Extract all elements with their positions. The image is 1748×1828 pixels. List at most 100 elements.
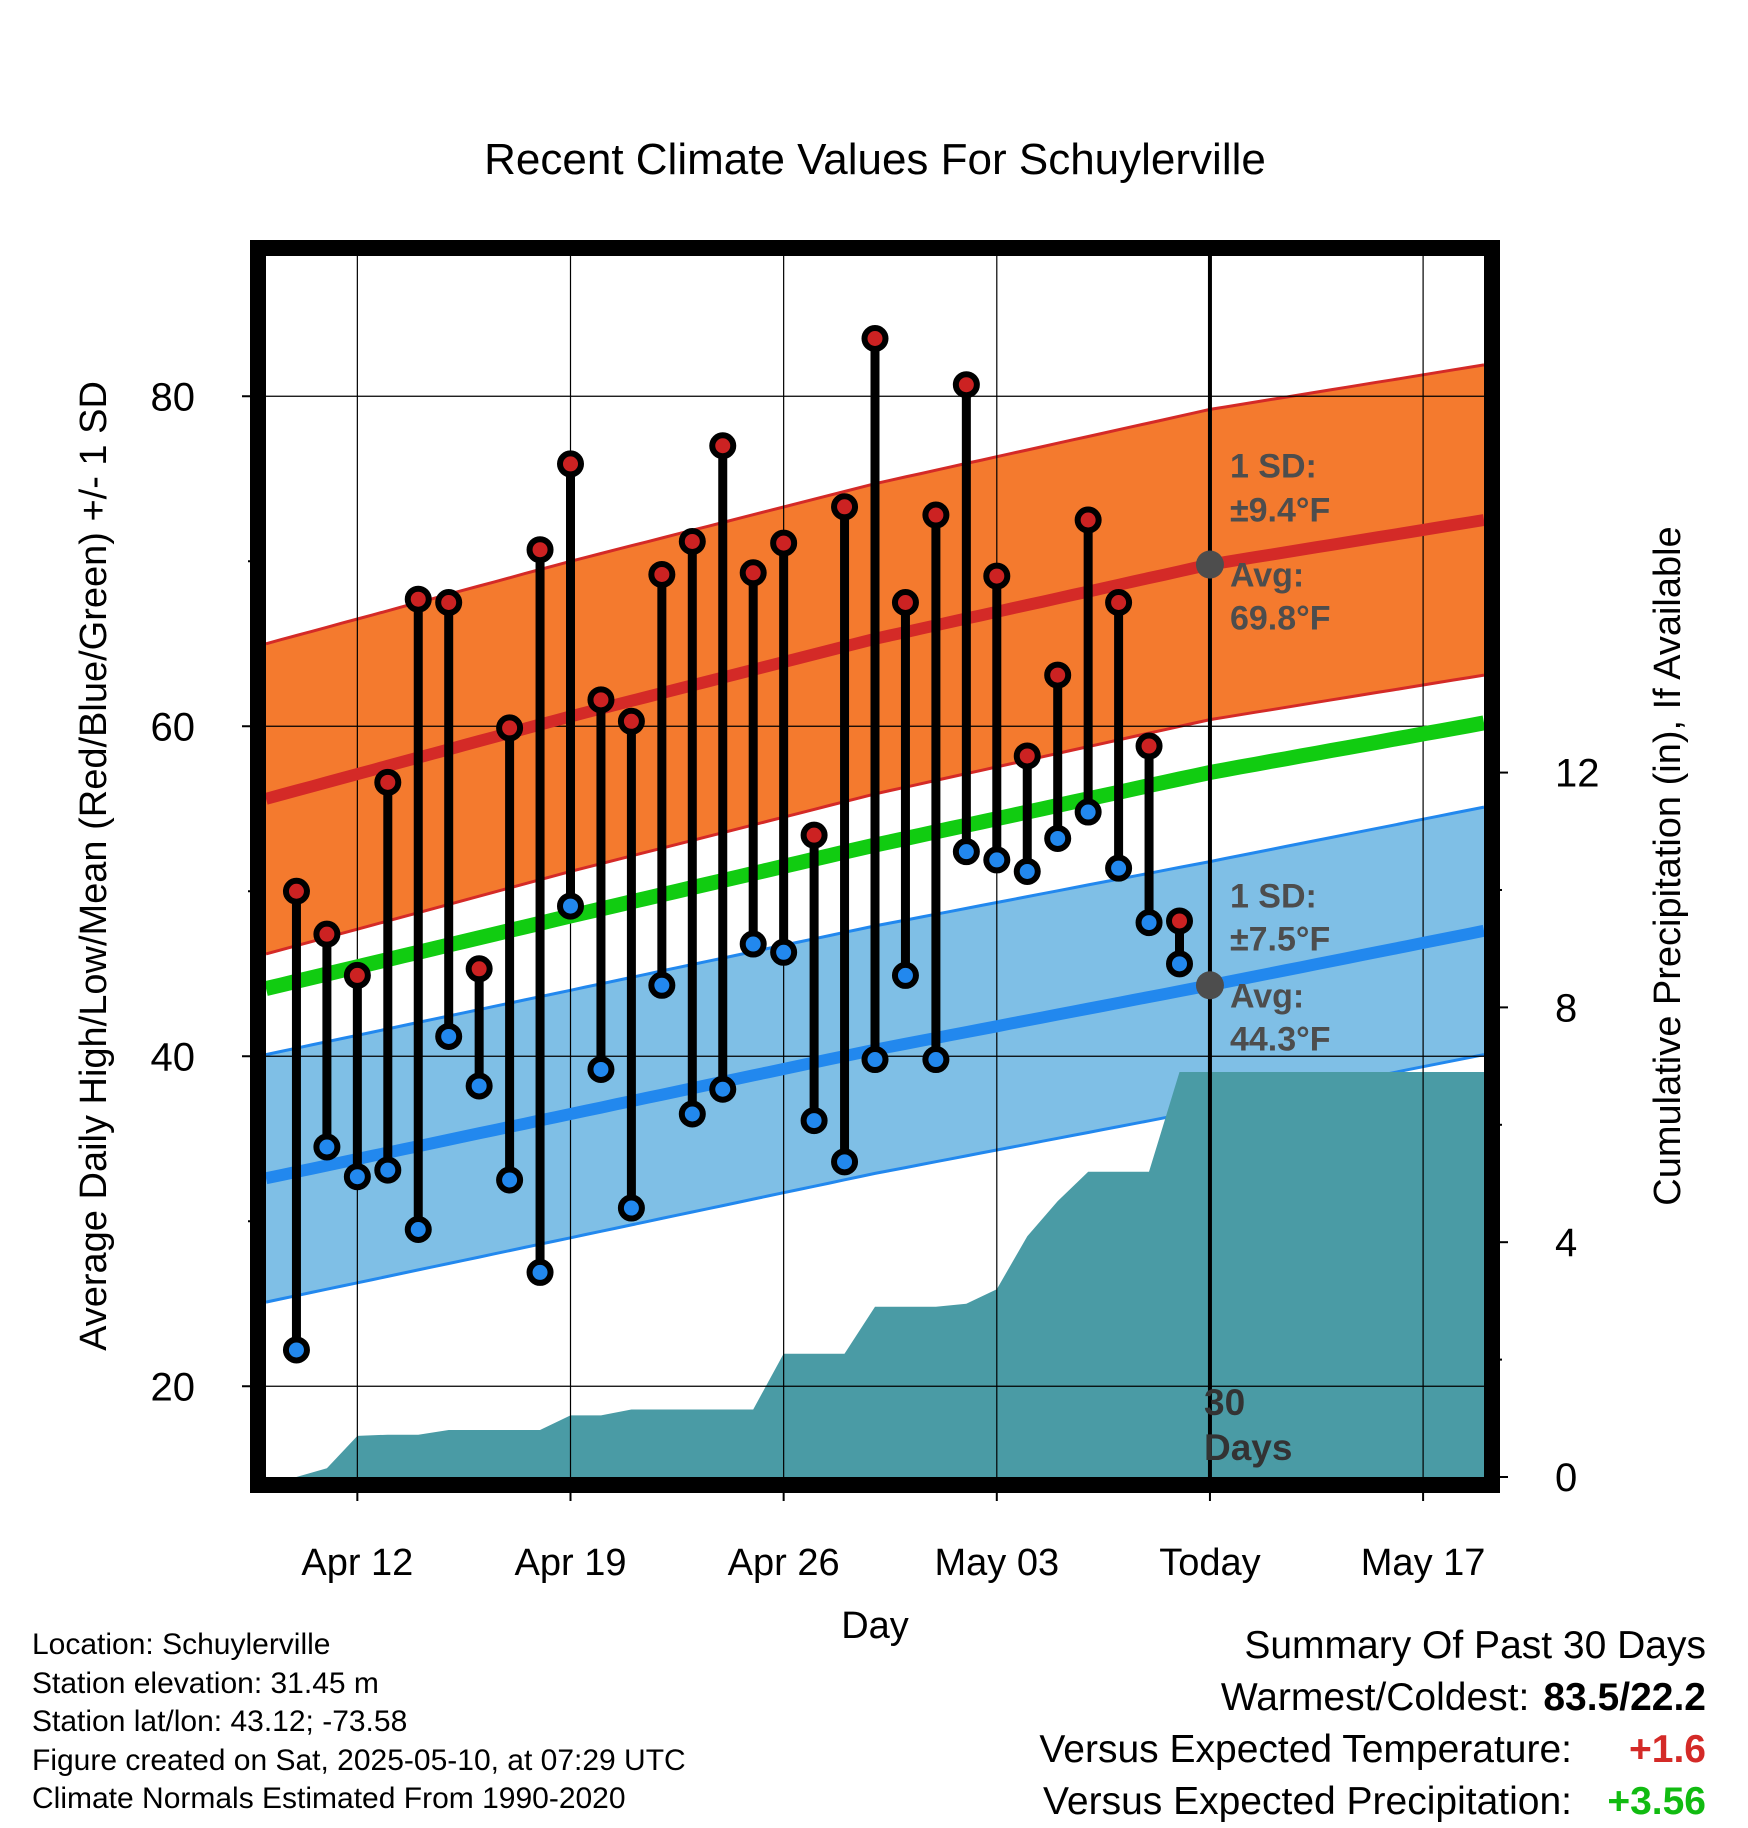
daily-low-point — [891, 961, 919, 989]
daily-low-point — [739, 930, 767, 958]
daily-low-point — [1105, 854, 1133, 882]
daily-low-point — [952, 838, 980, 866]
x-axis-label: Day — [841, 1605, 909, 1647]
x-tick-label: Today — [1159, 1542, 1260, 1584]
daily-low-point — [1044, 824, 1072, 852]
daily-high-point — [465, 955, 493, 983]
daily-low-point — [922, 1046, 950, 1074]
daily-high-point — [983, 562, 1011, 590]
daily-high-point — [1135, 732, 1163, 760]
daily-high-point — [952, 371, 980, 399]
y-axis-label-left: Average Daily High/Low/Mean (Red/Blue/Gr… — [73, 381, 115, 1351]
axis-ticks: Apr 12 Apr 19 Apr 26 May 03 Today May 1720406… — [151, 375, 1600, 1584]
daily-low-point — [678, 1100, 706, 1128]
daily-low-point — [435, 1022, 463, 1050]
daily-low-point — [861, 1046, 889, 1074]
daily-high-point — [1013, 742, 1041, 770]
daily-low-point — [983, 846, 1011, 874]
y-right-tick-label: 4 — [1555, 1221, 1577, 1265]
daily-high-point — [282, 877, 310, 905]
y-left-tick-label: 80 — [151, 375, 196, 419]
x-tick-label: Apr 19 — [515, 1542, 627, 1584]
station-location: Location: Schuylerville — [32, 1628, 331, 1661]
daily-low-point — [526, 1258, 554, 1286]
daily-high-point — [800, 821, 828, 849]
warmest-label: Warmest/Coldest: — [1220, 1676, 1530, 1719]
warmest-value: 83.5/22.2 — [1543, 1676, 1706, 1719]
summary-title: Summary Of Past 30 Days — [1244, 1624, 1706, 1667]
daily-high-point — [496, 714, 524, 742]
y-left-tick-label: 40 — [151, 1035, 196, 1079]
daily-low-point — [1013, 857, 1041, 885]
daily-low-point — [1135, 909, 1163, 937]
station-elevation: Station elevation: 31.45 m — [32, 1666, 379, 1700]
low-avg-value: 44.3°F — [1230, 1020, 1331, 1058]
x-tick-label: Apr 12 — [301, 1542, 413, 1584]
today-window-label: 30 Days — [1204, 1382, 1292, 1468]
daily-low-point — [800, 1107, 828, 1135]
daily-high-point — [1044, 661, 1072, 689]
daily-low-point — [709, 1075, 737, 1103]
daily-high-point — [526, 536, 554, 564]
daily-low-point — [343, 1163, 371, 1191]
daily-high-point — [739, 559, 767, 587]
daily-low-point — [617, 1194, 645, 1222]
daily-low-point — [374, 1156, 402, 1184]
daily-high-point — [831, 493, 859, 521]
y-left-tick-label: 20 — [151, 1365, 196, 1409]
high-sd-value: ±9.4°F — [1230, 492, 1330, 530]
cumulative-precip-area — [266, 1072, 1484, 1477]
daily-values — [282, 325, 1193, 1364]
daily-high-point — [617, 707, 645, 735]
today-high-avg-marker — [1195, 550, 1224, 579]
y-axis-label-right: Cumulative Precipitation (in), If Availa… — [1647, 526, 1689, 1205]
daily-low-point — [313, 1133, 341, 1161]
daily-low-point — [496, 1166, 524, 1194]
y-left-tick-label: 60 — [151, 705, 196, 749]
summary-warmest-row: Warmest/Coldest: 83.5/22.2 — [1039, 1672, 1706, 1724]
daily-high-point — [374, 768, 402, 796]
today-window-count: 30 — [1204, 1382, 1245, 1423]
low-sd-value: ±7.5°F — [1230, 920, 1330, 958]
precip-layer — [266, 1072, 1484, 1477]
daily-high-point — [1166, 907, 1193, 935]
climate-normals-period: Climate Normals Estimated From 1990-2020 — [32, 1782, 626, 1815]
daily-low-point — [648, 971, 676, 999]
precip-anomaly-value: +3.56 — [1607, 1780, 1706, 1823]
x-tick-label: Apr 26 — [728, 1542, 840, 1584]
temp-anomaly-label: Versus Expected Temperature: — [1039, 1728, 1572, 1771]
low-sd-label: 1 SD: — [1230, 877, 1317, 915]
daily-high-point — [861, 325, 889, 352]
y-right-tick-label: 8 — [1555, 986, 1577, 1030]
summary-precip-row: Versus Expected Precipitation: +3.56 — [1039, 1776, 1706, 1828]
daily-low-point — [404, 1216, 432, 1243]
daily-low-point — [282, 1336, 310, 1364]
daily-high-point — [648, 560, 676, 588]
daily-low-point — [1166, 950, 1193, 978]
daily-low-point — [557, 892, 584, 920]
x-tick-label: May 17 — [1361, 1542, 1486, 1584]
summary-panel: Summary Of Past 30 Days Warmest/Coldest:… — [1039, 1620, 1706, 1828]
today-window-unit: Days — [1204, 1427, 1292, 1468]
daily-high-point — [891, 589, 919, 616]
x-tick-label: May 03 — [934, 1542, 1059, 1584]
summary-temp-row: Versus Expected Temperature: +1.6 — [1039, 1724, 1706, 1776]
daily-low-point — [1074, 798, 1102, 826]
today-low-avg-marker — [1195, 971, 1224, 1000]
daily-high-point — [435, 589, 463, 616]
daily-low-point — [587, 1055, 615, 1083]
figure-created: Figure created on Sat, 2025-05-10, at 07… — [32, 1743, 686, 1777]
daily-high-point — [1074, 506, 1102, 534]
daily-high-point — [343, 961, 371, 989]
daily-low-point — [465, 1072, 493, 1100]
daily-low-point — [770, 938, 798, 966]
annotations: 1 SD: ±9.4°F Avg: 69.8°F 1 SD: ±7.5°F Avg: 44.3… — [1230, 448, 1331, 1059]
y-right-tick-label: 0 — [1555, 1456, 1577, 1500]
daily-low-point — [831, 1148, 859, 1176]
y-right-tick-label: 12 — [1555, 752, 1600, 796]
daily-high-point — [557, 450, 584, 478]
daily-high-point — [678, 527, 706, 555]
plot-frame — [250, 240, 1500, 1493]
daily-high-point — [404, 585, 432, 613]
chart-title: Recent Climate Values For Schuylerville — [484, 135, 1266, 184]
